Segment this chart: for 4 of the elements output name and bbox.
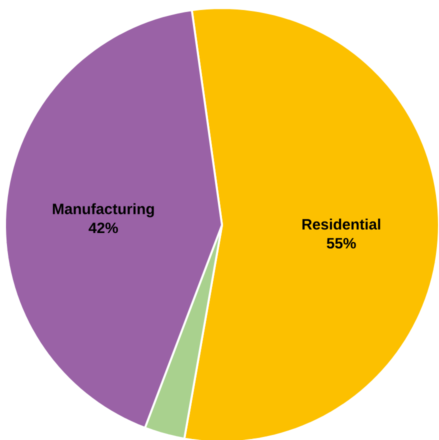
data-label: 55% (326, 238, 356, 249)
data-label: 42% (88, 222, 118, 234)
slice-label: Manufacturing (52, 203, 154, 218)
slice-label: Residential (302, 218, 380, 230)
